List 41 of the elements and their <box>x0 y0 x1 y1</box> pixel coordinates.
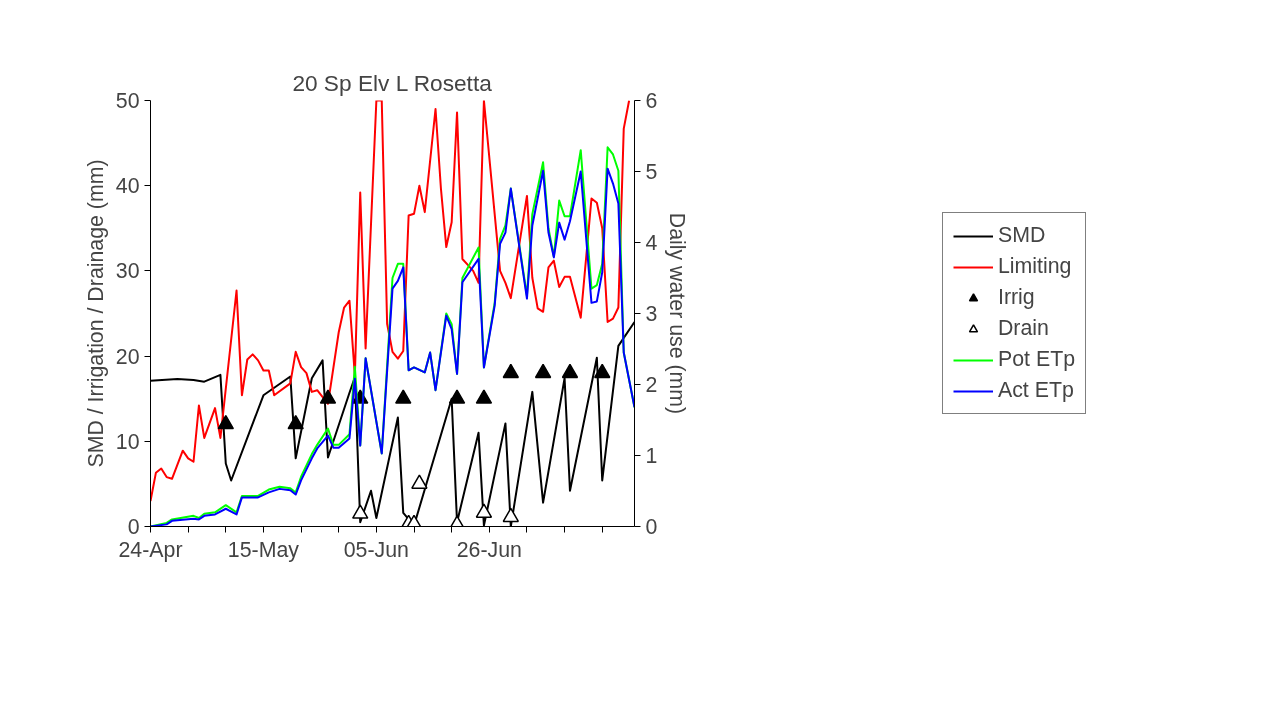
point <box>319 389 337 404</box>
y-tick-label: 10 <box>115 429 140 454</box>
legend-label: Act ETp <box>997 378 1074 403</box>
point <box>475 503 493 518</box>
y2-tick-label: 0 <box>645 515 658 539</box>
legend-label: Limiting <box>997 254 1072 279</box>
chart-title: 20 Sp Elv L Rosetta <box>292 69 493 96</box>
y2-tick-label: 4 <box>645 231 658 255</box>
point <box>351 504 369 519</box>
point <box>502 363 520 379</box>
y-tick-label: 20 <box>115 344 140 369</box>
x-tick-label: 15-May <box>227 537 300 562</box>
point <box>534 363 552 379</box>
y-tick-label: 0 <box>127 515 140 539</box>
point <box>475 389 493 404</box>
point <box>395 389 412 404</box>
x-tick-label: 05-Jun <box>343 537 409 562</box>
point <box>217 414 235 430</box>
y-tick-label: 40 <box>115 174 140 199</box>
x-tick-label: 26-Jun <box>456 537 522 562</box>
point <box>448 389 466 404</box>
point <box>287 414 304 430</box>
line-series <box>150 100 631 502</box>
legend-label: Pot ETp <box>997 347 1076 372</box>
legend-label: SMD <box>997 223 1046 248</box>
y2-tick-label: 2 <box>645 373 658 397</box>
y-axis-title: SMD / Irrigation / Drainage (mm) <box>83 159 108 468</box>
y2-tick-label: 5 <box>645 160 658 184</box>
point <box>593 363 611 379</box>
legend-label: Drain <box>997 316 1049 341</box>
y-tick-label: 50 <box>115 89 140 113</box>
point <box>561 363 579 379</box>
y2-tick-label: 1 <box>645 444 658 468</box>
y2-tick-label: 3 <box>645 302 658 326</box>
y-tick-label: 30 <box>115 259 140 284</box>
point <box>502 507 520 523</box>
point <box>411 474 428 489</box>
x-tick-label: 24-Apr <box>118 537 183 562</box>
y2-axis-title: Daily water use (mm) <box>665 212 690 415</box>
legend-label: Irrig <box>997 285 1035 310</box>
y2-tick-label: 6 <box>645 89 658 113</box>
